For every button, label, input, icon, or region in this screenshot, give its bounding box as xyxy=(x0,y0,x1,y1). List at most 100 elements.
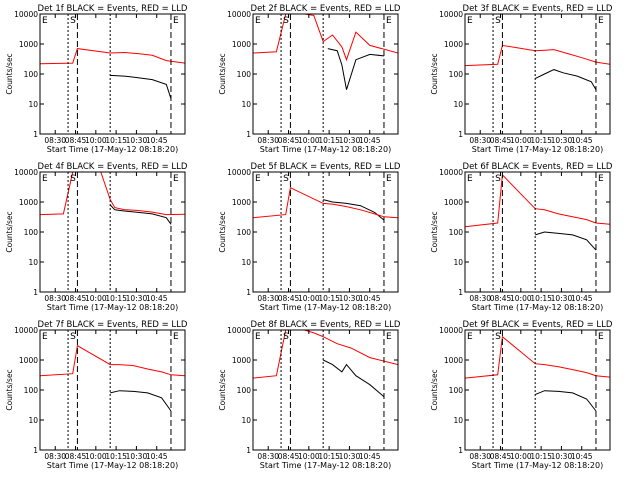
y-tick-label: 10 xyxy=(453,258,463,267)
y-tick-label: 10000 xyxy=(14,10,38,19)
series-group xyxy=(253,14,398,90)
y-axis-label: Counts/sec xyxy=(5,211,14,252)
y-tick-label: 10000 xyxy=(14,168,38,177)
y-tick-label: 10 xyxy=(241,258,251,267)
marker-label: S xyxy=(283,16,289,26)
series-line-black xyxy=(534,69,597,90)
marker-label: S xyxy=(283,332,289,342)
y-tick-label: 1 xyxy=(246,288,251,297)
x-tick-label: 08:45 xyxy=(278,294,300,303)
marker-label: E xyxy=(255,174,261,184)
y-tick-label: 10 xyxy=(28,416,38,425)
x-tick-label: 08:45 xyxy=(278,136,300,145)
x-tick-label: 10:15 xyxy=(105,136,127,145)
series-line-black xyxy=(327,48,385,90)
y-tick-label: 1 xyxy=(458,446,463,455)
y-tick-label: 10000 xyxy=(227,326,251,335)
series-group xyxy=(40,172,185,225)
plot-frame xyxy=(252,171,399,293)
marker-label: E xyxy=(173,332,179,342)
y-tick-label: 100 xyxy=(449,386,464,395)
plot-frame xyxy=(39,329,186,451)
x-tick-label: 10:00 xyxy=(510,294,532,303)
series-group xyxy=(253,330,398,398)
y-tick-label: 100 xyxy=(24,228,39,237)
panel-title: Det 7f BLACK = Events, RED = LLD xyxy=(38,320,188,330)
marker-label: E xyxy=(173,174,179,184)
panel-8: Det 8f BLACK = Events, RED = LLD E S E 1 10 10… xyxy=(218,320,401,470)
y-axis-label: Counts/sec xyxy=(218,53,227,94)
series-line-red xyxy=(253,14,398,62)
panel-6: Det 6f BLACK = Events, RED = LLD E S E 1 10 10… xyxy=(430,162,613,312)
x-tick-label: 10:15 xyxy=(318,136,340,145)
x-tick-label: 08:45 xyxy=(490,136,512,145)
marker-label: E xyxy=(42,16,48,26)
plot-frame xyxy=(464,171,611,293)
x-tick-label: 10:15 xyxy=(105,452,127,461)
x-tick-label: 10:00 xyxy=(510,452,532,461)
x-tick-label: 08:45 xyxy=(65,452,87,461)
y-axis-label: Counts/sec xyxy=(5,53,14,94)
x-tick-label: 08:30 xyxy=(44,294,66,303)
x-tick-label: 10:30 xyxy=(126,294,148,303)
series-line-red xyxy=(40,172,185,216)
panel-5: Det 5f BLACK = Events, RED = LLD E S E 1 10 10… xyxy=(218,162,401,312)
x-tick-label: 10:45 xyxy=(359,294,381,303)
marker-label: E xyxy=(598,174,604,184)
x-axis-label: Start Time (17-May-12 08:18:20) xyxy=(472,461,603,470)
marker-label: E xyxy=(467,174,473,184)
marker-label: S xyxy=(70,174,76,184)
x-tick-label: 10:30 xyxy=(551,136,573,145)
panel-4: Det 4f BLACK = Events, RED = LLD E S E 1 10 10… xyxy=(5,162,188,312)
x-axis-label: Start Time (17-May-12 08:18:20) xyxy=(260,303,391,312)
marker-label: E xyxy=(467,332,473,342)
y-tick-label: 1 xyxy=(246,130,251,139)
x-tick-label: 10:30 xyxy=(551,294,573,303)
x-tick-label: 10:15 xyxy=(318,294,340,303)
y-tick-label: 1 xyxy=(33,288,38,297)
panel-2: Det 2f BLACK = Events, RED = LLD E S E 1 10 10… xyxy=(218,4,401,154)
y-tick-label: 1 xyxy=(33,130,38,139)
x-tick-label: 10:15 xyxy=(530,294,552,303)
x-tick-label: 10:45 xyxy=(359,452,381,461)
x-tick-label: 10:30 xyxy=(339,294,361,303)
y-tick-label: 1000 xyxy=(19,198,38,207)
panel-1: Det 1f BLACK = Events, RED = LLD E S E 1 10 10… xyxy=(5,4,188,154)
y-tick-label: 10000 xyxy=(14,326,38,335)
marker-label: E xyxy=(42,332,48,342)
y-tick-label: 10 xyxy=(241,100,251,109)
panel-9: Det 9f BLACK = Events, RED = LLD E S E 1 10 10… xyxy=(430,320,613,470)
y-tick-label: 10 xyxy=(453,100,463,109)
x-tick-label: 10:15 xyxy=(318,452,340,461)
x-tick-label: 10:30 xyxy=(126,136,148,145)
y-tick-label: 10000 xyxy=(439,168,463,177)
y-tick-label: 10000 xyxy=(439,10,463,19)
marker-label: S xyxy=(495,174,501,184)
plot-frame xyxy=(39,171,186,293)
series-line-black xyxy=(535,231,597,251)
x-tick-label: 08:30 xyxy=(469,452,491,461)
marker-label: S xyxy=(70,332,76,342)
series-group xyxy=(465,335,610,412)
x-axis-label: Start Time (17-May-12 08:18:20) xyxy=(472,145,603,154)
panel-title: Det 4f BLACK = Events, RED = LLD xyxy=(38,162,188,172)
x-tick-label: 10:45 xyxy=(146,294,168,303)
marker-label: E xyxy=(42,174,48,184)
panel-title: Det 9f BLACK = Events, RED = LLD xyxy=(463,320,613,330)
series-group xyxy=(465,173,610,251)
y-tick-label: 100 xyxy=(24,386,39,395)
x-axis-label: Start Time (17-May-12 08:18:20) xyxy=(260,461,391,470)
series-group xyxy=(253,186,398,221)
series-line-red xyxy=(40,48,185,65)
series-line-red xyxy=(465,44,610,67)
series-line-red xyxy=(253,186,398,219)
series-group xyxy=(465,44,610,90)
y-tick-label: 1000 xyxy=(444,356,463,365)
marker-label: E xyxy=(255,332,261,342)
x-tick-label: 10:30 xyxy=(339,452,361,461)
y-tick-label: 100 xyxy=(449,70,464,79)
x-tick-label: 10:00 xyxy=(298,136,320,145)
x-tick-label: 10:45 xyxy=(571,294,593,303)
x-tick-label: 10:00 xyxy=(85,452,107,461)
